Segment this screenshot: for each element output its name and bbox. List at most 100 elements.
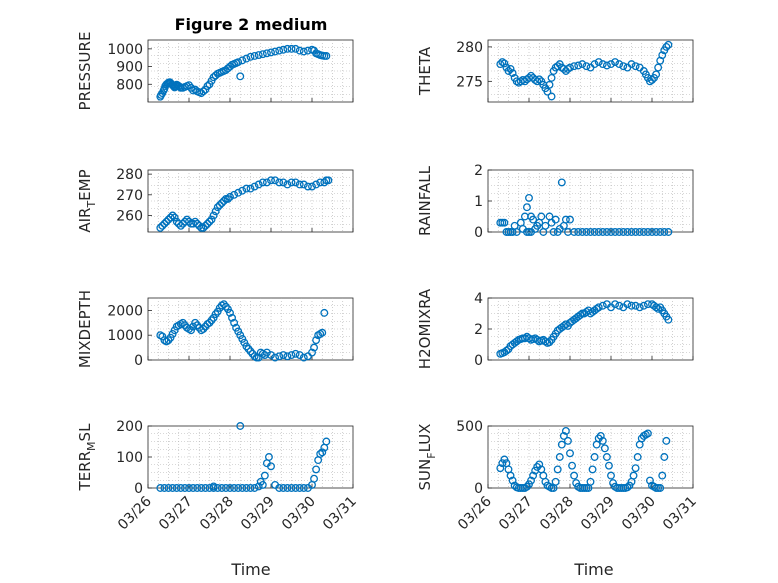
data-point [547, 92, 556, 101]
data-point [291, 44, 300, 53]
data-point [496, 464, 505, 473]
data-point [500, 59, 509, 68]
data-point [271, 353, 280, 362]
y-axis-label: TERRMSL [76, 423, 98, 492]
y-tick-label: 270 [116, 188, 143, 204]
subplot-air-temp: 260 270 280 AIRTEMP [76, 167, 354, 233]
y-tick-label: 2 [474, 322, 483, 338]
subplot-terr-msl: 0 100 200 03/26 03/27 03/28 03/29 03/30 03/31 TER… [76, 419, 360, 533]
data-point [316, 449, 325, 458]
data-point [627, 228, 636, 236]
data-point [197, 484, 206, 492]
data-point [275, 352, 284, 361]
y-axis-label: AIRTEMP [76, 169, 98, 232]
data-point [506, 471, 515, 480]
data-point [658, 471, 667, 480]
data-point [283, 484, 292, 492]
data-point [265, 453, 273, 461]
data-point [230, 318, 239, 327]
data-point [623, 483, 632, 492]
y-tick-label: 500 [456, 419, 483, 435]
data-point [619, 228, 628, 236]
x-tick-label: 03/29 [578, 494, 618, 534]
x-tick-label: 03/30 [619, 494, 659, 534]
data-point [258, 480, 267, 489]
data-point [600, 444, 609, 453]
data-point [527, 228, 535, 236]
data-point [157, 90, 166, 99]
data-point [605, 461, 613, 470]
data-point [658, 51, 667, 60]
data-point [559, 321, 568, 330]
data-point [162, 217, 171, 226]
data-point [275, 178, 284, 187]
data-point [217, 484, 226, 492]
data-point [545, 338, 554, 347]
data-point [295, 180, 304, 189]
data-point [312, 465, 321, 474]
data-point [545, 80, 554, 89]
data-point [318, 328, 327, 337]
data-point [643, 429, 652, 438]
data-point [242, 54, 251, 63]
data-point [541, 221, 550, 230]
data-point [267, 462, 275, 471]
data-point [283, 352, 292, 361]
data-point [582, 228, 591, 236]
data-point [258, 178, 267, 187]
data-point [631, 62, 640, 71]
data-point [160, 484, 169, 492]
subplot-rainfall: 0 1 2 RAINFALL [416, 163, 694, 241]
data-point [598, 228, 607, 236]
y-tick-label: 200 [116, 419, 143, 435]
data-point [166, 213, 175, 222]
data-point [312, 336, 321, 345]
y-tick-label: 280 [456, 40, 483, 56]
y-tick-label: 280 [116, 167, 143, 183]
data-point [557, 178, 566, 187]
data-point [287, 178, 296, 187]
data-point [211, 207, 220, 216]
data-point [156, 484, 165, 492]
data-point [308, 348, 316, 357]
y-tick-label: 800 [116, 77, 143, 93]
data-point [635, 303, 644, 312]
data-point [242, 484, 251, 492]
data-point [523, 203, 531, 212]
data-point [602, 453, 611, 461]
data-point [203, 219, 212, 228]
data-point [635, 228, 644, 236]
data-point [254, 51, 263, 60]
data-point [537, 212, 546, 221]
data-point [553, 62, 562, 71]
subplot-sun-flux: 0 500 03/26 03/27 03/28 03/29 03/30 03/31 SUNFLU… [416, 419, 700, 533]
data-point [182, 215, 191, 224]
data-point [566, 449, 574, 458]
data-point [629, 471, 638, 480]
subplot-theta: 275 280 THETA [416, 39, 694, 103]
x-tick-label: 03/29 [238, 494, 278, 534]
data-point [258, 50, 267, 59]
data-point [230, 484, 239, 492]
data-point [299, 180, 308, 189]
data-point [219, 197, 228, 205]
x-tick-label: 03/28 [537, 494, 577, 534]
data-point [588, 465, 597, 474]
y-axis-label: H2OMIXRA [416, 288, 434, 369]
data-point [238, 186, 247, 195]
data-point [615, 301, 624, 310]
y-tick-label: 0 [474, 225, 483, 241]
data-point [590, 60, 599, 69]
data-point [654, 304, 663, 313]
data-point [590, 453, 599, 461]
data-point [592, 304, 601, 313]
data-point [602, 61, 611, 70]
data-point [250, 484, 259, 492]
data-point [205, 484, 214, 492]
data-point [250, 51, 259, 60]
data-point [639, 228, 648, 236]
data-point [586, 228, 595, 236]
data-point [574, 61, 583, 70]
data-point [561, 320, 570, 329]
